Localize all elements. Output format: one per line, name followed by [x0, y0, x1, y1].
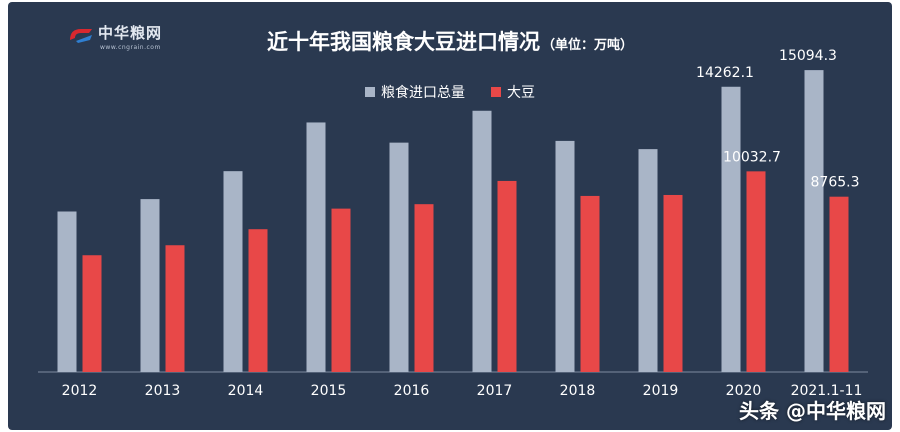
- bar-soybean-2019: [663, 194, 683, 372]
- data-label: 8765.3: [811, 175, 860, 191]
- x-tick-label: 2015: [311, 383, 347, 399]
- data-label: 14262.1: [696, 65, 754, 81]
- bar-total-2015: [306, 122, 326, 373]
- legend-label-soybean: 大豆: [507, 85, 535, 101]
- x-tick-label: 2019: [643, 383, 679, 399]
- bar-total-2013: [140, 199, 160, 372]
- bar-soybean-2013: [165, 245, 185, 372]
- bar-chart: 2012 2013 2014 2015 2016 2017 2018 2019 2020 2021…: [38, 48, 868, 399]
- logo: 中华粮网: [68, 24, 162, 44]
- legend-item-soybean: 大豆: [491, 82, 535, 102]
- legend-label-total: 粮食进口总量: [381, 85, 465, 101]
- logo-url: www.cngrain.com: [100, 44, 161, 51]
- chart-legend: 粮食进口总量 大豆: [8, 82, 892, 102]
- bar-soybean-2018: [580, 195, 600, 372]
- x-tick-label: 2013: [145, 383, 181, 399]
- bar-total-2020: [721, 86, 741, 373]
- chart-panel: 中华粮网 www.cngrain.com 近十年我国粮食大豆进口情况 （单位：万吨…: [8, 2, 892, 430]
- x-tick-label: 2018: [560, 383, 596, 399]
- chart-title-text: 近十年我国粮食大豆进口情况: [266, 29, 540, 54]
- chart-title-unit: （单位：万吨）: [541, 38, 633, 53]
- data-label: 10032.7: [723, 149, 781, 165]
- legend-swatch-total: [365, 87, 375, 97]
- x-tick-label: 2014: [228, 383, 264, 399]
- bar-total-2021.1-11: [804, 70, 824, 372]
- data-label: 15094.3: [779, 48, 837, 64]
- logo-icon: [70, 29, 92, 43]
- bar-soybean-2020: [746, 171, 766, 372]
- bar-soybean-2015: [331, 208, 351, 372]
- bar-soybean-2021.1-11: [829, 196, 849, 372]
- bar-soybean-2016: [414, 204, 434, 372]
- bar-total-2016: [389, 142, 409, 372]
- chart-title: 近十年我国粮食大豆进口情况 （单位：万吨）: [8, 26, 892, 56]
- bar-soybean-2014: [248, 229, 268, 372]
- x-tick-label: 2012: [62, 383, 98, 399]
- bar-total-2019: [638, 149, 658, 372]
- x-tick-label: 2020: [726, 383, 762, 399]
- bar-soybean-2017: [497, 180, 517, 372]
- x-tick-label: 2016: [394, 383, 430, 399]
- bar-total-2017: [472, 110, 492, 372]
- bar-total-2018: [555, 140, 575, 372]
- bar-soybean-2012: [82, 255, 102, 372]
- bar-total-2012: [57, 211, 77, 372]
- bar-total-2014: [223, 171, 243, 372]
- x-tick-label: 2021.1-11: [791, 383, 863, 399]
- legend-swatch-soybean: [491, 87, 501, 97]
- legend-item-total: 粮食进口总量: [365, 82, 465, 102]
- logo-text: 中华粮网: [98, 24, 163, 42]
- watermark: 头条 @中华粮网: [739, 399, 886, 423]
- x-tick-label: 2017: [477, 383, 513, 399]
